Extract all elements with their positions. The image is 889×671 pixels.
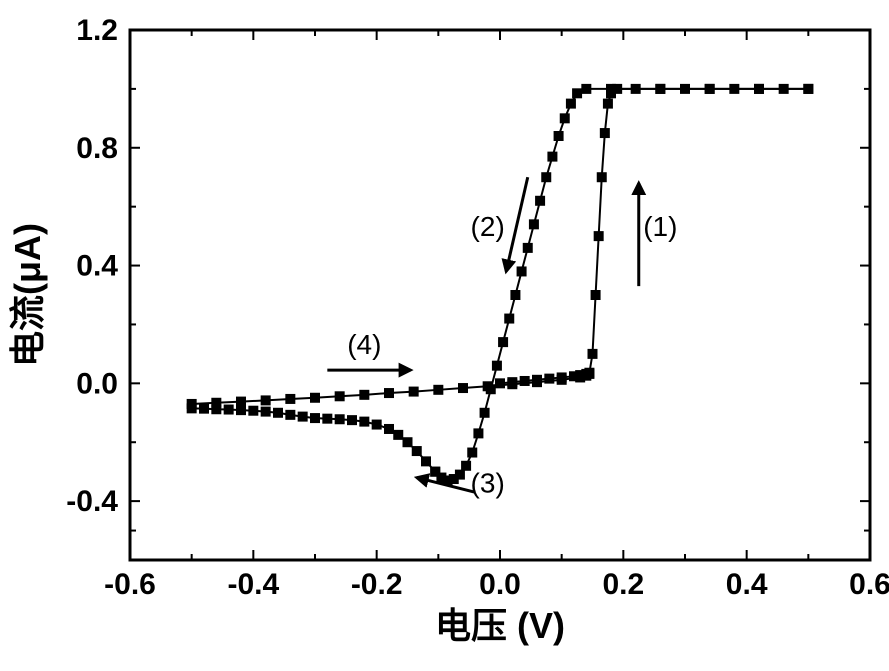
data-marker (335, 391, 345, 401)
x-tick-label: 0.4 (726, 568, 768, 601)
data-marker (510, 290, 520, 300)
data-marker (581, 84, 591, 94)
data-marker (507, 379, 517, 389)
data-marker (655, 84, 665, 94)
y-tick-label: 0.8 (76, 132, 118, 165)
data-marker (458, 383, 468, 393)
data-marker (603, 99, 613, 109)
data-marker (483, 381, 493, 391)
data-marker (403, 437, 413, 447)
data-marker (495, 378, 505, 388)
x-axis-label: 电压 (V) (435, 605, 565, 646)
data-marker (393, 430, 403, 440)
x-tick-label: 0.0 (479, 568, 521, 601)
data-marker (236, 405, 246, 415)
data-marker (384, 388, 394, 398)
data-marker (606, 84, 616, 94)
data-marker (480, 408, 490, 418)
iv-curve-chart: -0.6 -0.4 -0.2 0.0 0.2 0.4 0.6 -0.4 0.0 0.4 0.8 1.2… (0, 0, 889, 671)
data-marker (433, 385, 443, 395)
data-marker (517, 266, 527, 276)
data-marker (187, 399, 197, 409)
data-marker (473, 428, 483, 438)
data-line (435, 89, 808, 481)
data-marker (310, 393, 320, 403)
data-marker (322, 414, 332, 424)
data-marker (224, 405, 234, 415)
x-tick-label: 0.2 (602, 568, 644, 601)
data-marker (236, 397, 246, 407)
data-marker (412, 446, 422, 456)
data-marker (359, 417, 369, 427)
x-tick-label: -0.4 (227, 568, 279, 601)
x-tick-label: 0.6 (849, 568, 889, 601)
data-marker (199, 404, 209, 414)
data-marker (384, 424, 394, 434)
y-tick-label: 0.4 (76, 250, 118, 283)
y-tick-label: 0.0 (76, 367, 118, 400)
data-marker (705, 84, 715, 94)
data-marker (409, 387, 419, 397)
y-tick-label: -0.4 (66, 485, 118, 518)
data-marker (504, 314, 514, 324)
data-marker (211, 398, 221, 408)
data-marker (273, 408, 283, 418)
data-marker (261, 407, 271, 417)
data-marker (261, 395, 271, 405)
data-marker (557, 375, 567, 385)
annotation-label: (4) (347, 329, 381, 360)
annotation-label: (1) (643, 211, 677, 242)
data-marker (359, 390, 369, 400)
y-tick-label: 1.2 (76, 14, 118, 47)
data-marker (310, 413, 320, 423)
data-marker (498, 337, 508, 347)
x-tick-label: -0.2 (351, 568, 403, 601)
data-marker (529, 219, 539, 229)
data-marker (248, 406, 258, 416)
data-marker (285, 410, 295, 420)
data-marker (591, 290, 601, 300)
data-marker (430, 467, 440, 477)
data-marker (285, 394, 295, 404)
data-marker (572, 88, 582, 98)
x-tick-label: -0.6 (104, 568, 156, 601)
y-axis-label: 电流(μA) (7, 223, 48, 367)
data-marker (584, 369, 594, 379)
data-marker (335, 414, 345, 424)
data-marker (523, 243, 533, 253)
data-marker (467, 448, 477, 458)
data-marker (754, 84, 764, 94)
data-marker (347, 415, 357, 425)
data-marker (554, 131, 564, 141)
data-marker (600, 128, 610, 138)
data-marker (566, 99, 576, 109)
data-marker (298, 412, 308, 422)
data-marker (547, 152, 557, 162)
data-marker (532, 377, 542, 387)
data-marker (541, 172, 551, 182)
data-marker (492, 361, 502, 371)
data-marker (803, 84, 813, 94)
annotation-label: (2) (471, 211, 505, 242)
data-marker (560, 113, 570, 123)
data-marker (588, 349, 598, 359)
data-marker (597, 172, 607, 182)
data-marker (594, 231, 604, 241)
annotation-label: (3) (471, 467, 505, 498)
data-marker (372, 420, 382, 430)
data-marker (535, 196, 545, 206)
chart-container: -0.6 -0.4 -0.2 0.0 0.2 0.4 0.6 -0.4 0.0 0.4 0.8 1.2… (0, 0, 889, 671)
data-marker (421, 456, 431, 466)
